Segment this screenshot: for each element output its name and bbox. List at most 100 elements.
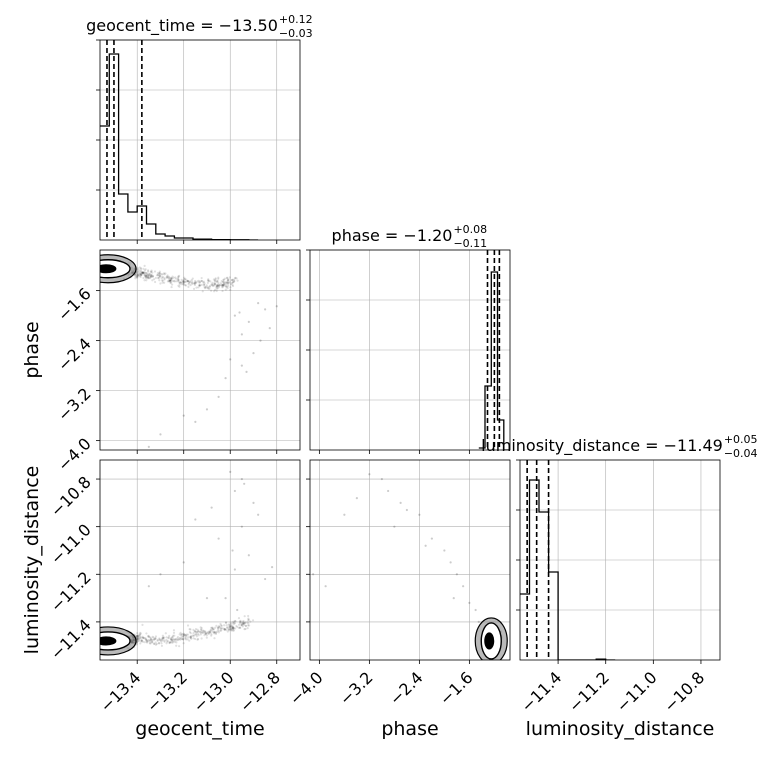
sample-point bbox=[160, 272, 163, 276]
title-lower-error: −0.04 bbox=[724, 447, 758, 460]
sample-point bbox=[170, 277, 174, 280]
sample-point bbox=[452, 596, 455, 600]
sample-point bbox=[227, 281, 230, 284]
sample-point bbox=[198, 281, 202, 284]
sample-point bbox=[232, 629, 235, 632]
sample-point bbox=[207, 279, 210, 282]
sample-point bbox=[139, 274, 142, 277]
sample-point bbox=[97, 270, 99, 272]
sample-point bbox=[180, 637, 183, 640]
sample-point bbox=[173, 634, 176, 637]
sample-point bbox=[146, 277, 149, 280]
sample-point bbox=[148, 273, 151, 276]
sample-point bbox=[178, 633, 181, 636]
sample-point bbox=[195, 631, 198, 634]
sample-point bbox=[154, 276, 157, 280]
sample-point bbox=[212, 278, 215, 281]
sample-point bbox=[168, 276, 171, 280]
sample-point bbox=[134, 277, 137, 280]
sample-point bbox=[136, 634, 139, 637]
sample-point bbox=[210, 283, 213, 286]
sample-point bbox=[96, 643, 98, 645]
sample-point bbox=[223, 628, 227, 631]
sample-point bbox=[249, 620, 252, 623]
sample-point bbox=[171, 280, 174, 283]
sample-point bbox=[225, 285, 228, 288]
sample-point bbox=[182, 635, 185, 638]
title-luminosity_distance: luminosity_distance = −11.49 bbox=[481, 436, 723, 456]
sample-point bbox=[158, 273, 161, 276]
sample-point bbox=[210, 626, 214, 629]
sample-point bbox=[208, 285, 211, 289]
sample-point bbox=[188, 639, 191, 642]
x-axis-label-luminosity_distance: luminosity_distance bbox=[526, 718, 715, 740]
sample-point bbox=[183, 276, 186, 279]
sample-point bbox=[167, 279, 170, 283]
sample-point bbox=[217, 286, 220, 289]
sample-point bbox=[139, 631, 142, 634]
sample-point bbox=[182, 280, 185, 283]
sample-point bbox=[199, 626, 202, 629]
sample-point bbox=[143, 271, 146, 274]
sample-point bbox=[168, 279, 172, 282]
sample-point bbox=[166, 276, 170, 279]
sample-point bbox=[219, 626, 223, 630]
sample-point bbox=[201, 631, 204, 635]
sample-point bbox=[159, 282, 162, 285]
sample-point bbox=[145, 641, 149, 644]
sample-point bbox=[195, 635, 198, 638]
sample-point bbox=[136, 274, 139, 277]
sample-point bbox=[264, 308, 267, 311]
sample-point bbox=[144, 637, 147, 640]
sample-point bbox=[160, 642, 163, 645]
sample-point bbox=[177, 278, 180, 281]
sample-point bbox=[147, 585, 150, 588]
sample-point bbox=[169, 281, 173, 284]
sample-point bbox=[179, 281, 182, 284]
x-axis-label-phase: phase bbox=[381, 718, 438, 740]
sample-point bbox=[202, 631, 205, 634]
sample-point bbox=[179, 281, 182, 284]
y-tick-label: −2.4 bbox=[54, 334, 95, 375]
sample-point bbox=[194, 518, 197, 521]
sample-point bbox=[216, 284, 219, 287]
sample-point bbox=[224, 621, 228, 624]
sample-point bbox=[141, 635, 144, 638]
x-tick-label: −10.8 bbox=[660, 668, 708, 716]
sample-point bbox=[240, 364, 243, 367]
sample-point bbox=[169, 277, 173, 280]
sample-point bbox=[240, 623, 243, 626]
sample-point bbox=[217, 631, 220, 634]
sample-point bbox=[240, 623, 243, 627]
sample-point bbox=[182, 642, 185, 645]
sample-point bbox=[182, 282, 185, 285]
sample-point bbox=[151, 638, 154, 642]
sample-point bbox=[192, 634, 195, 638]
sample-point bbox=[152, 638, 155, 641]
sample-point bbox=[203, 282, 206, 285]
sample-point bbox=[186, 638, 189, 641]
sample-point bbox=[194, 281, 198, 284]
sample-point bbox=[146, 269, 150, 272]
sample-point bbox=[160, 644, 164, 647]
sample-point bbox=[144, 268, 147, 271]
sample-point bbox=[147, 277, 151, 280]
sample-point bbox=[226, 279, 229, 282]
sample-point bbox=[231, 284, 235, 288]
sample-point bbox=[172, 641, 175, 644]
sample-point bbox=[139, 636, 142, 640]
sample-point bbox=[171, 275, 174, 278]
sample-point bbox=[170, 640, 174, 643]
sample-point bbox=[145, 639, 149, 642]
sample-point bbox=[172, 631, 176, 634]
sample-point bbox=[136, 274, 139, 277]
sample-point bbox=[170, 285, 173, 289]
sample-point bbox=[153, 638, 157, 641]
sample-point bbox=[197, 286, 200, 289]
sample-point bbox=[182, 414, 185, 417]
histogram-geocent_time bbox=[100, 53, 259, 240]
sample-point bbox=[240, 525, 243, 528]
sample-point bbox=[183, 633, 186, 636]
sample-point bbox=[230, 278, 234, 282]
sample-point bbox=[178, 637, 181, 640]
